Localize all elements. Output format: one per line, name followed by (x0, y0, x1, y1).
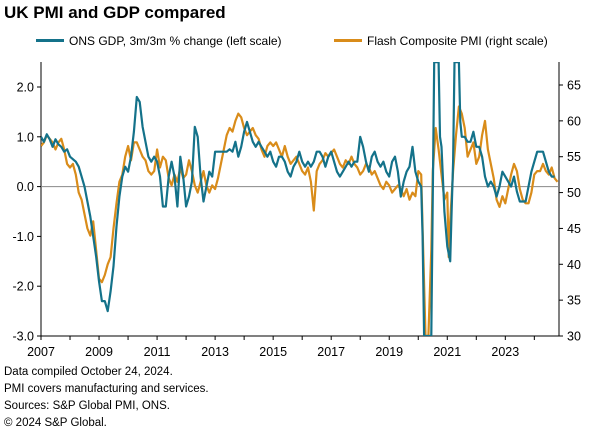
x-tick-label: 2009 (85, 345, 113, 359)
legend-label-gdp: ONS GDP, 3m/3m % change (left scale) (69, 34, 282, 48)
y-right-tick-label: 45 (567, 222, 581, 236)
y-left-tick-label: 0.0 (17, 180, 34, 194)
footnote-copyright: © 2024 S&P Global. (4, 417, 107, 429)
series-line-gdp (41, 62, 555, 336)
y-left-tick-label: 1.0 (17, 130, 34, 144)
x-tick-label: 2023 (491, 345, 519, 359)
footnote-coverage: PMI covers manufacturing and services. (4, 383, 209, 395)
legend-item-gdp: ONS GDP, 3m/3m % change (left scale) (36, 34, 282, 48)
legend-label-pmi: Flash Composite PMI (right scale) (367, 34, 548, 48)
y-right-tick-label: 55 (567, 150, 581, 164)
y-right-tick-label: 40 (567, 258, 581, 272)
y-left-tick-label: -2.0 (12, 280, 34, 294)
y-left-tick-label: -1.0 (12, 230, 34, 244)
legend-item-pmi: Flash Composite PMI (right scale) (334, 34, 548, 48)
y-right-tick-label: 35 (567, 294, 581, 308)
x-tick-label: 2021 (433, 345, 461, 359)
chart-title: UK PMI and GDP compared (4, 3, 226, 22)
legend-swatch-gdp (36, 39, 64, 43)
x-tick-label: 2019 (375, 345, 403, 359)
y-left-tick-label: 2.0 (17, 81, 34, 95)
series-line-pmi (41, 105, 559, 336)
y-right-tick-label: 65 (567, 79, 581, 93)
x-tick-label: 2007 (27, 345, 55, 359)
y-right-tick-label: 60 (567, 114, 581, 128)
series-layer (41, 62, 559, 336)
y-left-tick-label: -3.0 (12, 330, 34, 344)
x-tick-label: 2017 (317, 345, 345, 359)
x-tick-label: 2011 (144, 345, 171, 359)
x-tick-label: 2015 (259, 345, 287, 359)
axes-layer: 2.0 1.0 0.0 -1.0 -2.0 -3.0 65 60 55 50 45 40 35 30 200… (12, 62, 581, 359)
y-right-tick-label: 50 (567, 186, 581, 200)
legend-swatch-pmi (334, 39, 362, 43)
x-tick-label: 2013 (201, 345, 229, 359)
y-right-tick-label: 30 (567, 330, 581, 344)
footnote-compiled: Data compiled October 24, 2024. (4, 366, 173, 378)
footnote-sources: Sources: S&P Global PMI, ONS. (4, 400, 170, 412)
